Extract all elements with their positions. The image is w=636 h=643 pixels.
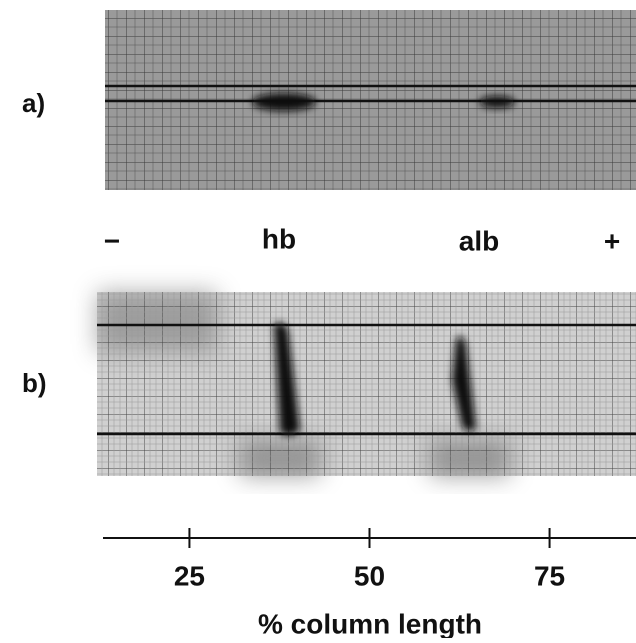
gel-a: [105, 10, 636, 190]
gel-b: [97, 292, 636, 476]
tick-label: 75: [534, 560, 565, 591]
tick-label: 25: [174, 560, 205, 591]
band-label: alb: [459, 225, 499, 256]
panel-label: a): [22, 88, 45, 118]
tick-label: 50: [354, 560, 385, 591]
cathode-label: −: [104, 225, 120, 256]
panel-label: b): [22, 368, 47, 398]
anode-label: +: [604, 225, 620, 256]
band-label: hb: [262, 223, 296, 254]
axis-label: % column length: [258, 608, 482, 638]
